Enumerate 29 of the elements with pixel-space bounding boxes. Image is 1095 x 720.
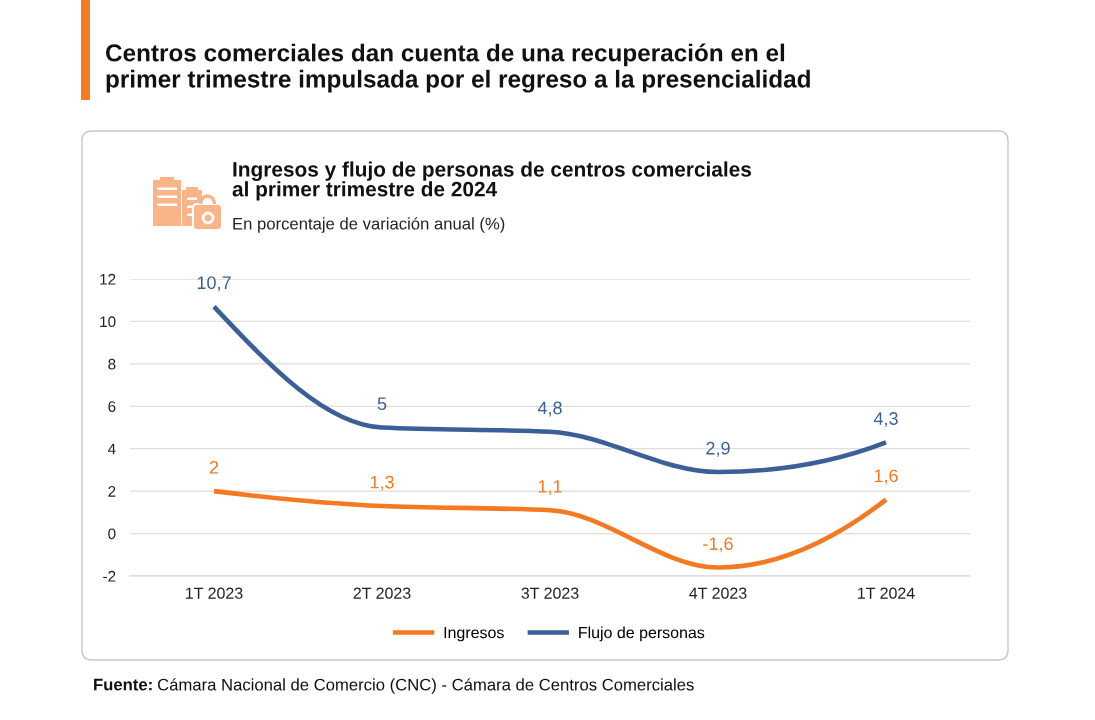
y-tick-label: 8	[108, 358, 116, 370]
data-label: 2	[209, 460, 219, 474]
y-tick-label: 0	[108, 528, 116, 540]
legend-label: Ingresos	[444, 627, 504, 642]
data-label: 10,7	[197, 276, 231, 292]
y-axis-title: En porcentaje de variación anual (%)	[233, 217, 505, 233]
y-tick-label: 6	[108, 401, 116, 412]
x-tick-label: 1T 2023	[186, 587, 243, 599]
y-tick-label: 2	[108, 486, 116, 497]
data-label: 5	[377, 397, 387, 411]
legend-label: Flujo de personas	[579, 626, 705, 642]
chart-title: Centros comerciales dan cuenta de una recuperación en el primer trimestre impulsada por el regreso a la presencialidad	[106, 43, 810, 93]
y-tick-label: 10	[100, 316, 116, 328]
source-note: Fuente: Cámara Nacional de Comercio (CNC) - Cámara de Centros Comerciales	[94, 678, 694, 694]
x-tick-label: 2T 2023	[353, 587, 411, 599]
data-label: -1,6	[703, 537, 733, 553]
data-label: 1,1	[538, 480, 562, 495]
y-tick-label: 4	[107, 443, 116, 455]
data-label: 4,8	[537, 401, 562, 417]
data-label: 1,3	[370, 475, 394, 491]
data-label: 4,3	[873, 412, 898, 428]
x-tick-label: 4T 2023	[689, 587, 747, 599]
x-tick-label: 1T 2024	[858, 587, 915, 599]
data-label: 1,6	[874, 469, 898, 485]
y-tick-label: 12	[100, 273, 116, 285]
x-tick-label: 3T 2023	[521, 587, 579, 599]
y-tick-label: -2	[103, 570, 116, 582]
data-label: 2,9	[706, 441, 730, 457]
chart-subtitle: Ingresos y flujo de personas de centros comerciales al primer trimestre de 2024	[232, 161, 752, 201]
